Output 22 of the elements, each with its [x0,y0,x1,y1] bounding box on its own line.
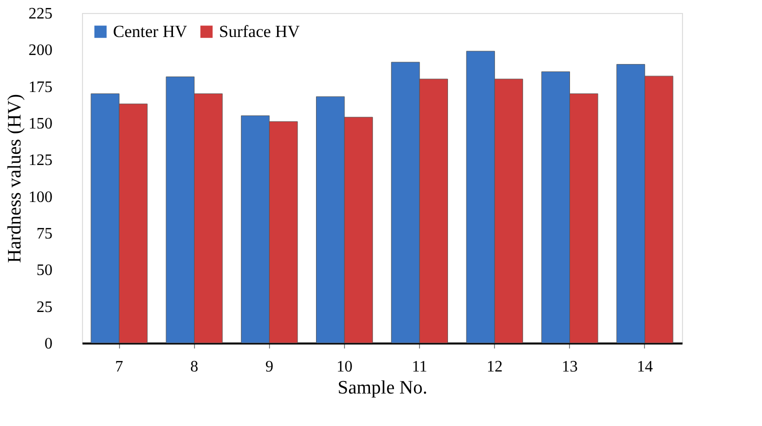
x-tick-label: 13 [562,358,578,376]
x-tick-label: 8 [190,358,198,376]
x-tick-label: 11 [412,358,428,376]
y-tick-label: 75 [36,226,52,242]
x-axis-title: Sample No. [338,378,428,398]
y-tick-label: 150 [28,116,52,132]
y-tick-label: 175 [28,78,52,96]
y-tick-label: 50 [36,262,52,280]
x-tick-label: 14 [636,358,653,376]
x-tick-label: 9 [265,358,274,376]
x-tick-label: 7 [115,358,124,376]
legend-label: Center HV [113,22,188,41]
legend-label: Surface HV [219,22,300,41]
y-tick-label: 0 [44,336,52,352]
y-tick-label: 200 [28,42,52,60]
x-tick-label: 10 [336,358,352,376]
x-tick-label: 12 [486,358,503,376]
y-tick-label: 125 [28,152,52,170]
y-tick-label: 225 [28,6,52,22]
y-tick-label: 100 [28,188,52,206]
y-axis-title: Hardness values (HV) [4,94,26,263]
y-tick-label: 25 [36,298,52,316]
